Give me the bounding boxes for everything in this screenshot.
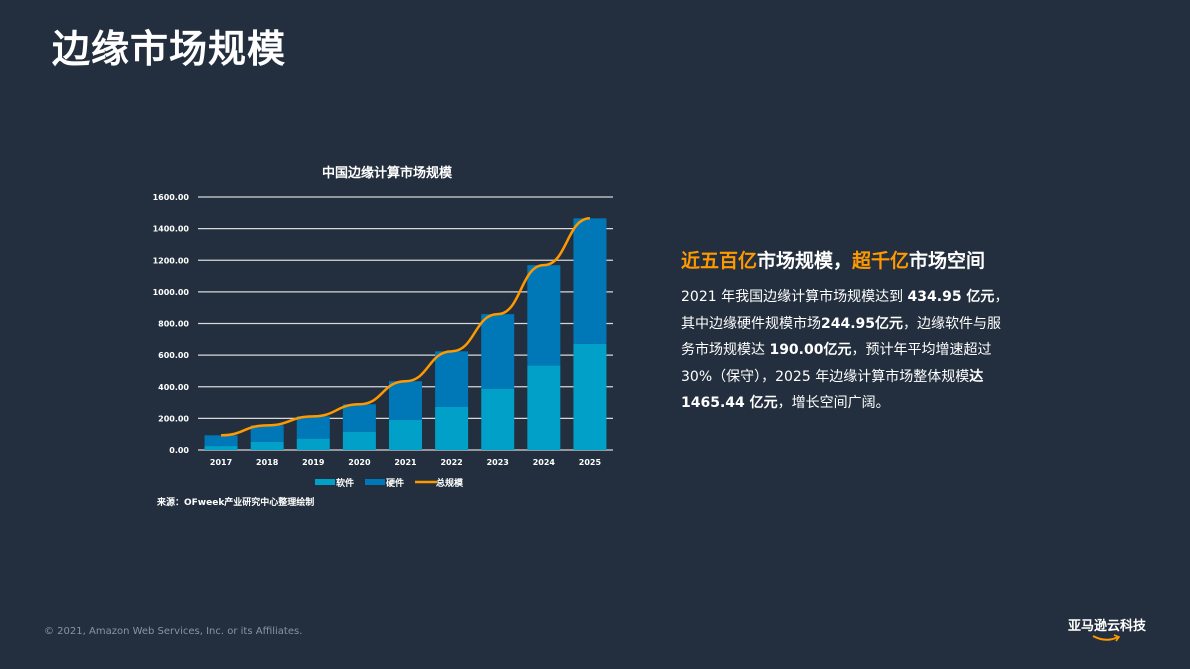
text: 2021 年我国边缘计算市场规模达到 — [681, 289, 908, 305]
bar-硬件-2018 — [250, 425, 284, 442]
y-tick-label: 200.00 — [158, 414, 189, 423]
summary-line: 2021 年我国边缘计算市场规模达到 434.95 亿元， — [681, 284, 1011, 311]
legend-label: 软件 — [336, 477, 354, 489]
legend-label: 总规模 — [436, 477, 464, 489]
legend-swatch — [315, 479, 335, 485]
headline-text-1: 市场规模， — [757, 250, 853, 272]
bar-硬件-2025 — [573, 218, 607, 344]
legend-label: 硬件 — [386, 477, 404, 489]
text: 30%（保守），2025 年边缘计算市场整体规模 — [681, 368, 970, 385]
x-tick-label: 2020 — [348, 458, 371, 467]
x-tick-label: 2021 — [394, 458, 417, 467]
bar-硬件-2023 — [481, 314, 515, 389]
x-tick-label: 2022 — [440, 458, 462, 467]
bar-软件-2018 — [250, 441, 284, 450]
line-总规模 — [221, 217, 591, 437]
bold-value: 244.95亿元 — [821, 315, 904, 332]
x-tick-label: 2024 — [533, 458, 556, 467]
bar-硬件-2021 — [389, 381, 422, 420]
bar-软件-2017 — [204, 446, 238, 450]
headline-text-2: 市场空间 — [909, 250, 986, 272]
bar-硬件-2017 — [204, 435, 238, 447]
text: 其中边缘硬件规模市场 — [681, 315, 821, 332]
bar-软件-2024 — [527, 365, 561, 450]
brand-logo: 亚马逊云科技 — [1068, 615, 1146, 642]
y-tick-label: 1200.00 — [153, 256, 190, 265]
bar-硬件-2024 — [527, 265, 561, 366]
y-tick-label: 600.00 — [158, 351, 189, 360]
bar-硬件-2019 — [296, 416, 330, 439]
y-tick-label: 1600.00 — [153, 193, 190, 202]
bar-软件-2021 — [389, 419, 422, 450]
y-tick-label: 1400.00 — [153, 225, 190, 234]
summary-line: 其中边缘硬件规模市场244.95亿元，边缘软件与服 — [681, 311, 1011, 338]
headline-highlight-1: 近五百亿 — [681, 250, 758, 272]
bar-软件-2020 — [342, 431, 376, 450]
x-tick-label: 2019 — [302, 458, 325, 467]
text: ，预计年平均增速超过 — [851, 342, 992, 358]
headline-highlight-2: 超千亿 — [852, 250, 910, 272]
y-tick-label: 800.00 — [158, 320, 189, 329]
copyright: © 2021, Amazon Web Services, Inc. or its… — [44, 626, 303, 637]
bar-硬件-2022 — [435, 351, 469, 407]
bar-软件-2025 — [573, 343, 607, 450]
bold-value: 434.95 亿元 — [907, 289, 995, 305]
summary-line: 务市场规模达 190.00亿元，预计年平均增速超过 — [681, 337, 1011, 364]
bold-value: 达 — [969, 368, 984, 385]
logo-text: 亚马逊云科技 — [1068, 619, 1147, 634]
bold-value: 1465.44 亿元 — [681, 395, 778, 411]
x-tick-label: 2023 — [487, 458, 509, 467]
text: ，增长空间广阔。 — [777, 395, 890, 411]
chart-source: 来源：OFweek产业研究中心整理绘制 — [156, 496, 314, 508]
summary-headline: 近五百亿市场规模，超千亿市场空间 — [681, 246, 985, 273]
text: ，边缘软件与服 — [903, 315, 1002, 332]
summary-line: 1465.44 亿元，增长空间广阔。 — [681, 390, 1011, 417]
y-tick-label: 1000.00 — [153, 288, 190, 297]
smile-arrow-icon — [1092, 634, 1121, 642]
summary-line: 30%（保守），2025 年边缘计算市场整体规模达 — [681, 364, 1011, 391]
chart-title: 中国边缘计算市场规模 — [322, 165, 453, 181]
x-tick-label: 2018 — [256, 458, 279, 467]
bar-硬件-2020 — [342, 404, 376, 432]
x-tick-label: 2025 — [579, 458, 602, 467]
bar-软件-2023 — [481, 388, 515, 450]
text: 务市场规模达 — [681, 342, 770, 358]
text: ， — [994, 289, 1009, 305]
page-title: 边缘市场规模 — [52, 27, 287, 71]
bar-软件-2019 — [296, 438, 330, 450]
bar-软件-2022 — [435, 406, 469, 450]
bold-value: 190.00亿元 — [769, 342, 852, 358]
x-tick-label: 2017 — [210, 458, 232, 467]
y-tick-label: 400.00 — [158, 383, 189, 392]
summary-body: 2021 年我国边缘计算市场规模达到 434.95 亿元， 其中边缘硬件规模市场… — [681, 284, 1011, 417]
y-tick-label: 0.00 — [169, 446, 189, 455]
legend-swatch — [365, 479, 385, 485]
